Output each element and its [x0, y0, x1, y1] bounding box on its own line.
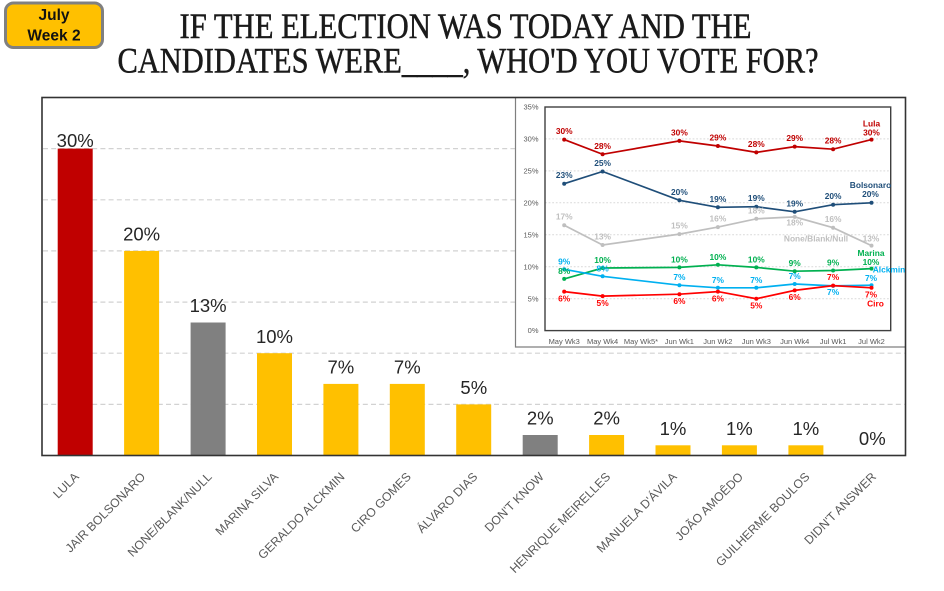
svg-text:7%: 7% [827, 272, 840, 282]
svg-text:23%: 23% [556, 170, 573, 180]
svg-text:19%: 19% [710, 194, 727, 204]
svg-text:Marina: Marina [858, 248, 885, 258]
svg-text:7%: 7% [789, 271, 802, 281]
svg-text:20%: 20% [123, 224, 160, 245]
svg-text:6%: 6% [789, 292, 802, 302]
svg-text:0%: 0% [528, 326, 539, 335]
svg-text:30%: 30% [671, 127, 688, 137]
svg-text:Bolsonaro: Bolsonaro [850, 180, 891, 190]
svg-text:18%: 18% [786, 217, 803, 227]
svg-text:1%: 1% [793, 418, 820, 439]
svg-text:30%: 30% [556, 126, 573, 136]
svg-text:9%: 9% [789, 258, 802, 268]
svg-text:CANDIDATES WERE____, WHO'D YOU: CANDIDATES WERE____, WHO'D YOU VOTE FOR? [118, 41, 819, 81]
svg-text:5%: 5% [460, 377, 487, 398]
svg-text:10%: 10% [863, 257, 880, 267]
svg-text:30%: 30% [523, 135, 538, 144]
svg-text:19%: 19% [786, 198, 803, 208]
svg-text:17%: 17% [556, 212, 573, 222]
svg-text:1%: 1% [660, 418, 687, 439]
svg-text:7%: 7% [865, 290, 878, 300]
svg-text:25%: 25% [594, 158, 611, 168]
svg-text:10%: 10% [594, 255, 611, 265]
svg-text:IF THE ELECTION WAS TODAY AND: IF THE ELECTION WAS TODAY AND THE [180, 6, 752, 46]
svg-text:1%: 1% [726, 418, 753, 439]
svg-text:Alckmin: Alckmin [873, 265, 906, 275]
svg-text:20%: 20% [671, 187, 688, 197]
svg-text:18%: 18% [748, 205, 765, 215]
svg-text:8%: 8% [597, 263, 610, 273]
svg-text:2%: 2% [593, 408, 620, 429]
svg-text:7%: 7% [712, 275, 725, 285]
svg-text:Week 2: Week 2 [27, 28, 80, 45]
svg-text:May Wk3: May Wk3 [549, 337, 580, 346]
svg-text:Jun Wk1: Jun Wk1 [665, 337, 694, 346]
svg-text:8%: 8% [558, 266, 571, 276]
svg-text:20%: 20% [825, 191, 842, 201]
svg-text:16%: 16% [825, 214, 842, 224]
svg-text:6%: 6% [558, 293, 571, 303]
svg-text:Jul Wk1: Jul Wk1 [820, 337, 847, 346]
svg-text:6%: 6% [673, 296, 686, 306]
svg-text:15%: 15% [523, 230, 538, 239]
svg-text:13%: 13% [190, 295, 227, 316]
svg-text:May Wk4: May Wk4 [587, 337, 618, 346]
svg-text:5%: 5% [597, 298, 610, 308]
svg-text:July: July [38, 7, 69, 24]
svg-text:Jun Wk2: Jun Wk2 [703, 337, 732, 346]
svg-text:29%: 29% [710, 133, 727, 143]
svg-text:Jul Wk2: Jul Wk2 [858, 337, 885, 346]
svg-text:30%: 30% [863, 128, 880, 138]
svg-text:10%: 10% [256, 326, 293, 347]
svg-text:10%: 10% [748, 254, 765, 264]
svg-text:7%: 7% [328, 357, 355, 378]
svg-text:25%: 25% [523, 167, 538, 176]
svg-text:5%: 5% [528, 294, 539, 303]
svg-text:35%: 35% [523, 103, 538, 112]
svg-text:19%: 19% [748, 193, 765, 203]
svg-text:Lula: Lula [863, 119, 881, 129]
svg-text:None/Blank/Null: None/Blank/Null [784, 234, 848, 244]
svg-text:29%: 29% [786, 133, 803, 143]
svg-text:10%: 10% [671, 254, 688, 264]
svg-text:Jun Wk4: Jun Wk4 [780, 337, 809, 346]
svg-text:15%: 15% [671, 221, 688, 231]
svg-text:28%: 28% [594, 141, 611, 151]
svg-text:5%: 5% [750, 300, 763, 310]
svg-text:Ciro: Ciro [867, 299, 884, 309]
svg-text:13%: 13% [594, 232, 611, 242]
svg-text:0%: 0% [859, 428, 886, 449]
svg-text:9%: 9% [827, 258, 840, 268]
svg-text:6%: 6% [712, 293, 725, 303]
svg-text:7%: 7% [673, 272, 686, 282]
svg-text:28%: 28% [748, 139, 765, 149]
svg-text:10%: 10% [523, 262, 538, 271]
svg-text:20%: 20% [862, 189, 879, 199]
svg-text:7%: 7% [750, 275, 763, 285]
svg-text:20%: 20% [523, 198, 538, 207]
svg-text:2%: 2% [527, 408, 554, 429]
svg-text:7%: 7% [394, 357, 421, 378]
svg-text:28%: 28% [825, 136, 842, 146]
svg-text:Jun Wk3: Jun Wk3 [742, 337, 771, 346]
svg-text:7%: 7% [827, 287, 840, 297]
svg-text:7%: 7% [865, 273, 878, 283]
svg-text:May Wk5*: May Wk5* [624, 337, 658, 346]
svg-text:13%: 13% [863, 234, 880, 244]
svg-text:10%: 10% [710, 252, 727, 262]
svg-text:16%: 16% [710, 214, 727, 224]
svg-text:9%: 9% [558, 256, 571, 266]
svg-text:30%: 30% [57, 130, 94, 151]
